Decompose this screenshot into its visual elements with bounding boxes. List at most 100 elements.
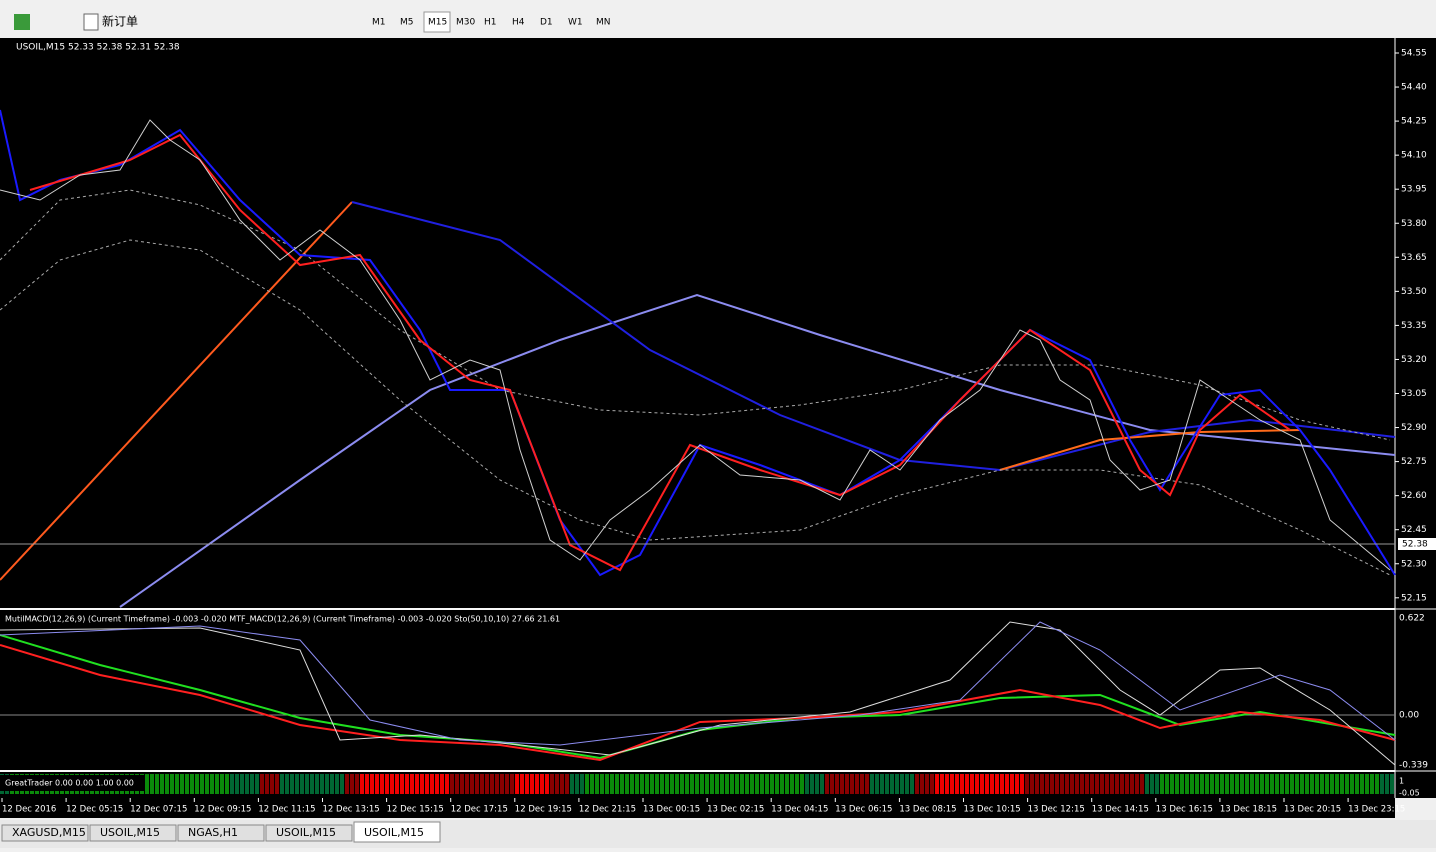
heat-cell: [585, 774, 589, 794]
heat-cell: [1065, 774, 1069, 794]
time-axis: [0, 796, 1395, 818]
heat-cell: [165, 774, 169, 794]
heat-cell: [270, 774, 274, 794]
heat-cell: [1010, 774, 1014, 794]
time-label: 12 Dec 17:15: [451, 805, 508, 815]
heat-cell: [715, 774, 719, 794]
indicators: [0, 109, 1396, 766]
heat-cell: [1355, 774, 1359, 794]
heat-cell: [850, 774, 854, 794]
heat-cell: [1220, 774, 1224, 794]
timeframe[interactable]: M15: [428, 18, 447, 28]
price-tick-label: 52.30: [1401, 559, 1427, 569]
heat-cell: [1150, 774, 1154, 794]
heat-cell: [1360, 774, 1364, 794]
new-chart-icon[interactable]: [14, 14, 30, 30]
heat-cell: [1045, 774, 1049, 794]
heat-cell: [1345, 774, 1349, 794]
heat-cell: [975, 774, 979, 794]
price-tick-label: 52.45: [1401, 525, 1427, 535]
heat-cell: [675, 774, 679, 794]
heat-cell: [990, 774, 994, 794]
heat-cell: [905, 774, 909, 794]
heat-cell: [300, 774, 304, 794]
timeframe[interactable]: H1: [484, 18, 497, 28]
trend-line: [0, 109, 1396, 577]
heat-cell: [285, 774, 289, 794]
heat-cell: [265, 774, 269, 794]
tab-label[interactable]: USOIL,M15: [276, 826, 336, 839]
price-tick-label: 53.35: [1401, 321, 1427, 331]
heat-cell: [1240, 774, 1244, 794]
heat-cell: [790, 774, 794, 794]
heat-cell: [795, 774, 799, 794]
heat-cell: [570, 774, 574, 794]
heat-cell: [250, 774, 254, 794]
heat-cell: [740, 774, 744, 794]
heat-cell: [275, 774, 279, 794]
tab[interactable]: [89, 824, 177, 842]
heat-cell: [720, 774, 724, 794]
heat-cell: [255, 774, 259, 794]
timeframe[interactable]: M5: [400, 18, 414, 28]
timeframe[interactable]: D1: [540, 18, 553, 28]
time-label: 12 Dec 09:15: [194, 805, 251, 815]
heat-cell: [180, 774, 184, 794]
tab[interactable]: [1, 824, 89, 842]
time-label: 12 Dec 2016: [2, 805, 56, 815]
heat-cell: [440, 774, 444, 794]
timeframe[interactable]: MN: [596, 18, 611, 28]
new-order-icon[interactable]: [83, 13, 99, 31]
heat-cell: [465, 774, 469, 794]
heat-cell: [1225, 774, 1229, 794]
heat-cell: [240, 774, 244, 794]
heat-cell: [580, 774, 584, 794]
heat-cell: [420, 774, 424, 794]
heat-cell: [530, 774, 534, 794]
heat-cell: [870, 774, 874, 794]
heat-cell: [355, 774, 359, 794]
tab[interactable]: [353, 821, 441, 843]
heat-cell: [1075, 774, 1079, 794]
tab[interactable]: [177, 824, 265, 842]
tab-label[interactable]: USOIL,M15: [364, 826, 424, 839]
heat-cell: [1180, 774, 1184, 794]
heat-cell: [385, 774, 389, 794]
heat-cell: [415, 774, 419, 794]
timeframe[interactable]: W1: [568, 18, 583, 28]
heat-cell: [810, 774, 814, 794]
timeframe[interactable]: M1: [372, 18, 386, 28]
heat-cell: [280, 774, 284, 794]
heat-cell: [650, 774, 654, 794]
indicator-tick: -0.339: [1399, 761, 1428, 771]
heat-cell: [1190, 774, 1194, 794]
timeframe[interactable]: M30: [456, 18, 475, 28]
heat-cell: [1370, 774, 1374, 794]
heat-cell: [760, 774, 764, 794]
heat-cell: [505, 774, 509, 794]
price-tick-label: 54.10: [1401, 151, 1427, 161]
heat-cell: [710, 774, 714, 794]
gt-tick: -0.05: [1399, 789, 1420, 798]
heat-cell: [620, 774, 624, 794]
tab-label[interactable]: XAGUSD,M15: [12, 826, 86, 839]
new-order[interactable]: 新订单: [102, 14, 138, 29]
heat-cell: [370, 774, 374, 794]
timeframe[interactable]: H4: [512, 18, 525, 28]
heat-cell: [460, 774, 464, 794]
heat-cell: [200, 774, 204, 794]
tab-label[interactable]: USOIL,M15: [100, 826, 160, 839]
heat-cell: [1235, 774, 1239, 794]
heat-cell: [510, 774, 514, 794]
time-label: 13 Dec 04:15: [771, 805, 828, 815]
tab-label[interactable]: NGAS,H1: [188, 826, 238, 839]
heat-cell: [380, 774, 384, 794]
heat-cell: [705, 774, 709, 794]
heat-cell: [940, 774, 944, 794]
tab[interactable]: [265, 824, 353, 842]
heat-cell: [1320, 774, 1324, 794]
heat-cell: [1270, 774, 1274, 794]
heat-cell: [775, 774, 779, 794]
heat-cell: [540, 774, 544, 794]
time-label: 13 Dec 14:15: [1092, 805, 1149, 815]
